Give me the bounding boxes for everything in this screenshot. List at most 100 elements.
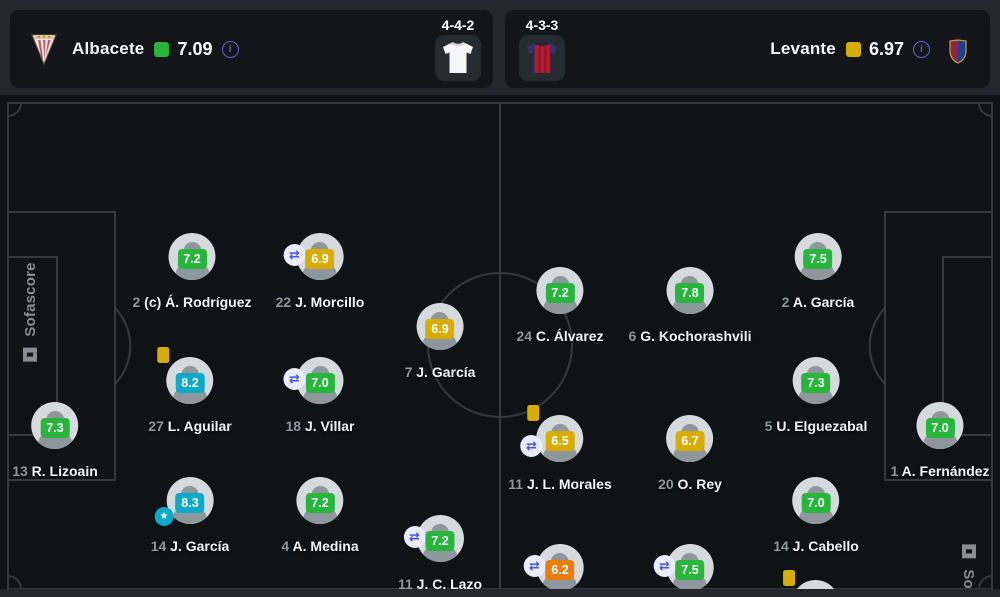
player-number: 7 bbox=[404, 364, 413, 380]
player[interactable]: ⇄ 6.2 7 R. Brugué bbox=[521, 544, 600, 597]
player-label: 20 O. Rey bbox=[658, 476, 722, 492]
substitution-icon: ⇄ bbox=[653, 555, 676, 577]
player-label: 13 R. Lizoain bbox=[12, 463, 98, 479]
away-team-rating: 6.97 bbox=[868, 38, 904, 59]
pitch: Sofascore Sofascore 7.3 13 R. Lizoain 7.… bbox=[0, 95, 1000, 597]
info-icon[interactable]: i bbox=[221, 40, 239, 58]
player-number: 24 bbox=[516, 328, 532, 344]
player-rating: 8.3 bbox=[175, 493, 205, 513]
player[interactable]: ⇄ 7.0 18 J. Villar bbox=[283, 357, 355, 434]
away-jersey-icon bbox=[519, 35, 565, 81]
player[interactable]: ⇄ 6.9 22 J. Morcillo bbox=[276, 233, 364, 310]
player-name: A. García bbox=[792, 294, 855, 310]
player-of-match-icon: ★ bbox=[154, 507, 174, 526]
substitution-icon: ⇄ bbox=[523, 555, 546, 577]
home-team-name: Albacete bbox=[72, 39, 145, 58]
player-number: 2 bbox=[781, 294, 790, 310]
player[interactable]: 7.0 1 A. Fernández bbox=[890, 402, 990, 479]
player-number: 13 bbox=[12, 463, 28, 479]
info-icon[interactable]: i bbox=[913, 40, 930, 58]
substitution-icon: ⇄ bbox=[283, 244, 306, 266]
home-jersey-icon bbox=[435, 35, 481, 81]
player-number: 1 bbox=[890, 463, 899, 479]
player-rating: 7.3 bbox=[40, 418, 70, 438]
player-rating: 7.0 bbox=[801, 493, 831, 513]
player-rating: 6.5 bbox=[545, 431, 575, 451]
player-label: 14 J. García bbox=[151, 538, 230, 554]
player-rating: 7.2 bbox=[425, 531, 455, 551]
player[interactable]: ⇄ 6.5 11 J. L. Morales bbox=[508, 405, 612, 492]
yellow-card-icon bbox=[527, 405, 540, 421]
player[interactable]: 7.3 13 R. Lizoain bbox=[12, 402, 98, 479]
away-team-card[interactable]: 4-3-3 Levante 6.97 bbox=[505, 10, 990, 88]
player-rating: 7.0 bbox=[305, 373, 335, 393]
player-avatar: ⇄ 7.5 bbox=[653, 544, 714, 591]
player-avatar: 7.2 bbox=[168, 233, 216, 280]
player-label: 4 A. Medina bbox=[281, 538, 358, 554]
player[interactable]: ⇄ 7.2 11 J. C. Lazo bbox=[398, 515, 482, 592]
player-avatar: 7.0 bbox=[916, 402, 964, 449]
player-avatar: ⇄ 7.2 bbox=[403, 515, 464, 562]
player[interactable]: 7.2 24 C. Álvarez bbox=[516, 267, 604, 344]
player[interactable]: 7.2 2 (c) Á. Rodríguez bbox=[132, 233, 252, 310]
player[interactable]: 7.5 2 A. García bbox=[782, 233, 855, 310]
player[interactable]: 7.0 14 J. Cabello bbox=[773, 477, 859, 554]
player-avatar: ⇄ 6.9 bbox=[283, 233, 344, 280]
yellow-card-icon bbox=[157, 347, 170, 363]
player-avatar: 7.3 bbox=[792, 357, 840, 404]
player-rating: 6.9 bbox=[305, 249, 335, 269]
player-rating: 6.2 bbox=[545, 560, 575, 580]
player[interactable]: 8.2 27 L. Aguilar bbox=[148, 347, 232, 434]
player-rating: 7.3 bbox=[801, 373, 831, 393]
yellow-card-icon bbox=[783, 570, 796, 586]
player-avatar: ★ 8.3 bbox=[154, 477, 214, 526]
player-label: 11 J. L. Morales bbox=[508, 476, 612, 492]
player[interactable]: 6.7 20 O. Rey bbox=[658, 415, 722, 492]
player-label: 6 G. Kochorashvili bbox=[629, 328, 752, 344]
player-label: 2 A. García bbox=[782, 294, 855, 310]
player[interactable]: ★ 8.3 14 J. García bbox=[151, 477, 230, 554]
player[interactable]: ⇄ 7.5 23 (c) P. Martínez bbox=[634, 544, 747, 597]
player-name: L. Aguilar bbox=[167, 418, 232, 434]
player-avatar: ⇄ 6.2 bbox=[523, 544, 584, 591]
player-label: 7 J. García bbox=[405, 364, 476, 380]
home-team-card[interactable]: Albacete 7.09 i 4-4-2 bbox=[10, 10, 493, 88]
player[interactable]: 6.9 7 J. García bbox=[405, 303, 476, 380]
away-formation-label: 4-3-3 bbox=[525, 17, 559, 33]
home-rating-box bbox=[154, 41, 170, 57]
player-name: J. C. Lazo bbox=[416, 576, 483, 592]
player-rating: 8.2 bbox=[175, 373, 205, 393]
player-rating: 7.0 bbox=[925, 418, 955, 438]
player-name: C. Álvarez bbox=[535, 328, 604, 344]
substitution-icon: ⇄ bbox=[520, 435, 543, 457]
player-avatar: ⇄ 7.0 bbox=[283, 357, 344, 404]
player-number: 11 bbox=[397, 576, 413, 592]
home-formation: 4-4-2 bbox=[435, 17, 481, 81]
player-name: (c) Á. Rodríguez bbox=[144, 294, 252, 310]
player-name: U. Elguezabal bbox=[776, 418, 868, 434]
player-name: J. L. Morales bbox=[526, 476, 612, 492]
player-avatar: 7.3 bbox=[31, 402, 79, 449]
player-number: 5 bbox=[764, 418, 773, 434]
player-avatar: 6.7 bbox=[666, 415, 714, 462]
home-team-rating: 7.09 bbox=[177, 38, 213, 59]
bottom-divider bbox=[0, 589, 1000, 597]
player-number: 20 bbox=[658, 476, 674, 492]
player[interactable]: 7.8 6 G. Kochorashvili bbox=[629, 267, 752, 344]
player-name: G. Kochorashvili bbox=[640, 328, 752, 344]
albacete-crest-icon bbox=[31, 34, 57, 65]
player-avatar: 8.2 bbox=[157, 347, 214, 404]
player-name: J. García bbox=[416, 364, 476, 380]
player-rating: 7.2 bbox=[305, 493, 335, 513]
player-rating: 7.5 bbox=[803, 249, 833, 269]
player-number: 11 bbox=[508, 476, 524, 492]
player-avatar: 7.5 bbox=[794, 233, 842, 280]
player-rating: 7.2 bbox=[545, 283, 575, 303]
player-number: 2 bbox=[132, 294, 141, 310]
player[interactable]: 7.3 5 U. Elguezabal bbox=[764, 357, 868, 434]
player-avatar: 7.8 bbox=[666, 267, 714, 314]
player[interactable]: 7.2 4 A. Medina bbox=[281, 477, 359, 554]
player-rating: 7.5 bbox=[675, 560, 705, 580]
player-name: A. Fernández bbox=[901, 463, 990, 479]
